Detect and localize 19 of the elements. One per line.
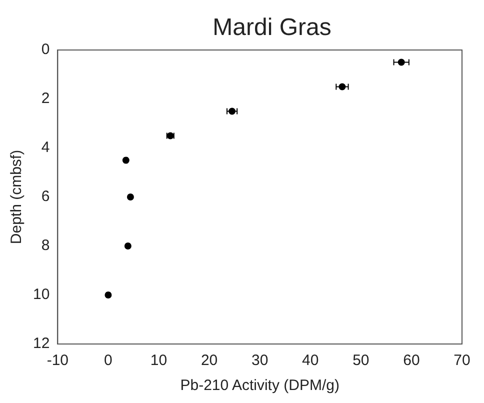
y-tick-label: 2 <box>41 90 50 108</box>
x-tick-label: -10 <box>46 352 69 370</box>
x-tick-label: 10 <box>150 352 168 370</box>
y-tick-label: 8 <box>41 237 50 254</box>
y-tick-label: 6 <box>41 188 50 206</box>
y-tick-label: 4 <box>41 139 50 156</box>
x-tick-label: 30 <box>252 352 268 370</box>
y-tick-label: 0 <box>41 41 50 58</box>
y-tick-label: 12 <box>32 335 50 352</box>
chart-title: Mardi Gras <box>212 14 332 42</box>
x-tick-label: 0 <box>104 352 112 370</box>
y-axis-title: Depth (cmbsf) <box>8 150 26 244</box>
y-tick-label: 10 <box>32 286 50 304</box>
x-tick-label: 50 <box>352 352 370 370</box>
x-tick-label: 40 <box>302 352 319 370</box>
x-tick-label: 20 <box>200 352 218 370</box>
x-axis-title: Pb-210 Activity (DPM/g) <box>180 377 340 394</box>
x-tick-label: 70 <box>454 352 470 370</box>
x-tick-label: 60 <box>403 352 420 370</box>
